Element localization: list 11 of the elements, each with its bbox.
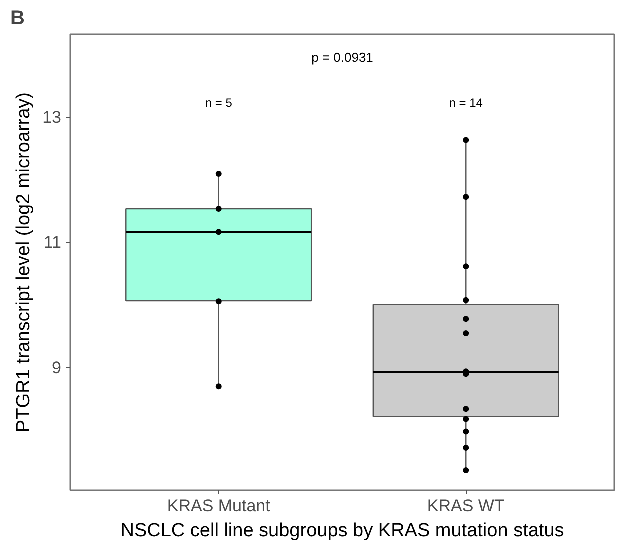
annotation: n = 14 xyxy=(449,96,484,110)
x-tick-label: KRAS Mutant xyxy=(167,496,271,516)
x-tick-label: KRAS WT xyxy=(427,496,505,516)
y-tick-label: 11 xyxy=(44,233,62,252)
annotation: p = 0.0931 xyxy=(312,50,374,65)
x-axis-title: NSCLC cell line subgroups by KRAS mutation status xyxy=(120,520,564,542)
chart-title: B xyxy=(10,8,25,30)
y-tick-label: 9 xyxy=(52,358,62,378)
y-tick-label: 13 xyxy=(42,108,62,128)
y-axis-title: PTGR1 transcript level (log2 microarray) xyxy=(14,92,35,432)
annotation: n = 5 xyxy=(205,96,233,110)
